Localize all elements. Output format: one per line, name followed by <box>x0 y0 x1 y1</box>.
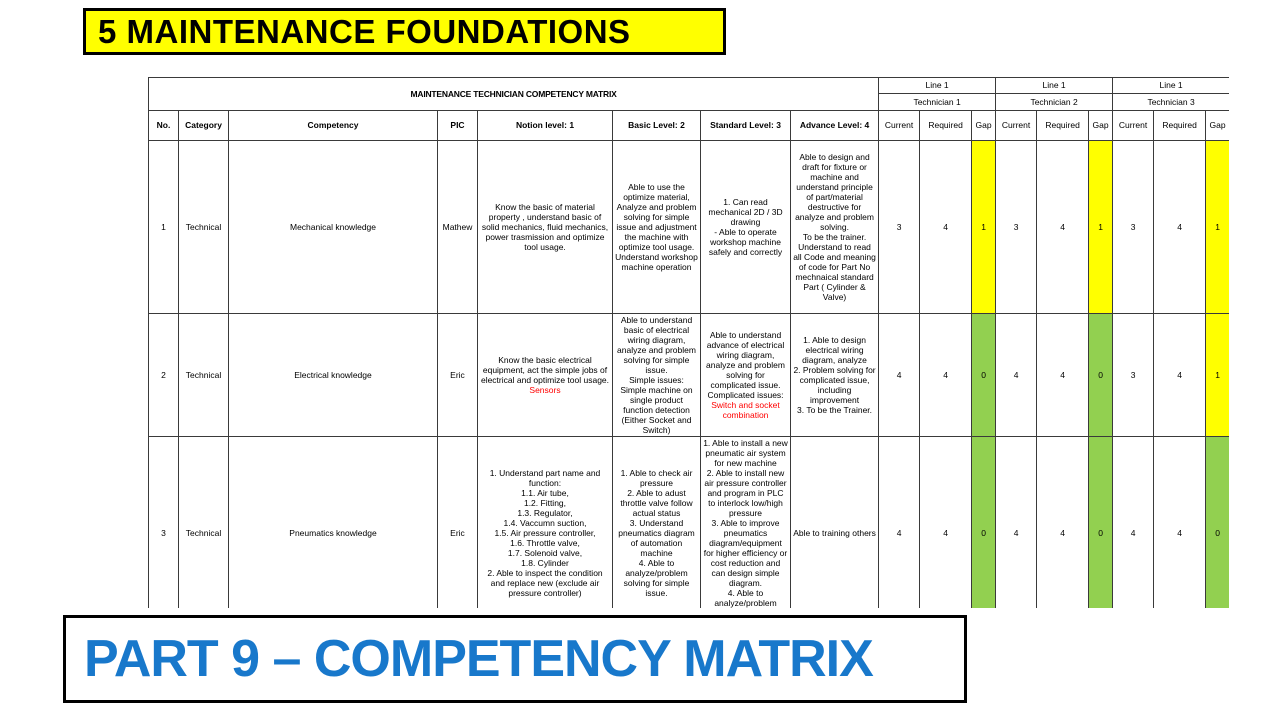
cell-pic: Mathew <box>437 140 478 314</box>
cell-standard-level: Able to understand advance of electrical… <box>700 312 791 438</box>
t2-required: 4 <box>1036 436 1090 608</box>
cell-notion-level: Know the basic of material property , un… <box>477 140 613 314</box>
col-header-current-3: Current <box>1112 110 1155 141</box>
top-banner: 5 MAINTENANCE FOUNDATIONS <box>83 8 726 55</box>
t3-required: 4 <box>1153 312 1207 438</box>
part-title-banner: PART 9 – COMPETENCY MATRIX <box>63 615 967 703</box>
cell-basic-level: Able to use the optimize material, Analy… <box>612 140 701 314</box>
part-title-text: PART 9 – COMPETENCY MATRIX <box>84 630 874 688</box>
t3-required: 4 <box>1153 436 1207 608</box>
t1-gap: 1 <box>971 140 997 314</box>
column-header-row: No. Category Competency PIC Notion level… <box>148 110 1229 141</box>
cell-basic-level: 1. Able to check air pressure 2. Able to… <box>612 436 701 608</box>
matrix-table: MAINTENANCE TECHNICIAN COMPETENCY MATRIX… <box>148 77 1229 608</box>
t2-gap: 1 <box>1088 140 1114 314</box>
t3-gap: 1 <box>1205 140 1229 314</box>
cell-advance-level: Able to design and draft for fixture or … <box>789 140 880 314</box>
cell-no: 1 <box>148 140 179 314</box>
cell-basic-level: Able to understand basic of electrical w… <box>612 312 701 438</box>
t2-current: 4 <box>995 436 1038 608</box>
notion-text: Know the basic electrical equipment, act… <box>480 355 610 386</box>
technician-2-header: Technician 2 <box>995 93 1114 111</box>
cell-advance-level: Able to training others <box>789 436 880 608</box>
t1-gap: 0 <box>971 312 997 438</box>
t1-required: 4 <box>919 436 973 608</box>
competency-row-pneumatics: 3 Technical Pneumatics knowledge Eric 1.… <box>148 436 1229 608</box>
line-group-1: Line 1 <box>878 77 997 94</box>
t3-required: 4 <box>1153 140 1207 314</box>
col-header-gap-3: Gap <box>1205 110 1229 141</box>
t3-current: 3 <box>1112 312 1155 438</box>
t2-gap: 0 <box>1088 312 1114 438</box>
cell-notion-level: 1. Understand part name and function: 1.… <box>477 436 613 608</box>
t1-required: 4 <box>919 312 973 438</box>
t3-gap: 1 <box>1205 312 1229 438</box>
competency-row-electrical: 2 Technical Electrical knowledge Eric Kn… <box>148 312 1229 438</box>
col-header-notion-level: Notion level: 1 <box>477 110 613 141</box>
cell-category: Technical <box>178 140 229 314</box>
line-header-row: MAINTENANCE TECHNICIAN COMPETENCY MATRIX… <box>148 77 1229 111</box>
col-header-gap-1: Gap <box>971 110 997 141</box>
cell-pic: Eric <box>437 312 478 438</box>
standard-text: 1. Able to install a new pneumatic air s… <box>703 438 788 608</box>
t1-current: 3 <box>878 140 921 314</box>
cell-advance-level: 1. Able to design electrical wiring diag… <box>789 312 880 438</box>
competency-matrix: MAINTENANCE TECHNICIAN COMPETENCY MATRIX… <box>148 77 1229 608</box>
t1-current: 4 <box>878 436 921 608</box>
technician-3-header: Technician 3 <box>1112 93 1229 111</box>
col-header-gap-2: Gap <box>1088 110 1114 141</box>
technician-header-row: Technician 1 Technician 2 Technician 3 <box>149 93 1229 111</box>
t2-gap: 0 <box>1088 436 1114 608</box>
col-header-required-1: Required <box>919 110 973 141</box>
technician-1-header: Technician 1 <box>878 93 997 111</box>
cell-category: Technical <box>178 312 229 438</box>
cell-category: Technical <box>178 436 229 608</box>
standard-text: Able to understand advance of electrical… <box>706 330 785 401</box>
col-header-pic: PIC <box>437 110 478 141</box>
t3-current: 3 <box>1112 140 1155 314</box>
col-header-competency: Competency <box>228 110 438 141</box>
t2-current: 4 <box>995 312 1038 438</box>
t1-gap: 0 <box>971 436 997 608</box>
top-banner-text: 5 MAINTENANCE FOUNDATIONS <box>98 12 631 50</box>
col-header-current-1: Current <box>878 110 921 141</box>
cell-standard-level: 1. Can read mechanical 2D / 3D drawing -… <box>700 140 791 314</box>
t2-required: 4 <box>1036 312 1090 438</box>
t3-gap: 0 <box>1205 436 1229 608</box>
standard-text: 1. Can read mechanical 2D / 3D drawing -… <box>708 196 783 258</box>
line-group-2: Line 1 <box>995 77 1114 94</box>
cell-notion-level: Know the basic electrical equipment, act… <box>477 312 613 438</box>
col-header-required-3: Required <box>1153 110 1207 141</box>
cell-standard-level: 1. Able to install a new pneumatic air s… <box>700 436 791 608</box>
col-header-standard-level: Standard Level: 3 <box>700 110 791 141</box>
cell-pic: Eric <box>437 436 478 608</box>
col-header-required-2: Required <box>1036 110 1090 141</box>
competency-row-mechanical: 1 Technical Mechanical knowledge Mathew … <box>148 140 1229 314</box>
notion-red-text: Sensors <box>529 385 561 396</box>
col-header-basic-level: Basic Level: 2 <box>612 110 701 141</box>
line-group-3: Line 1 <box>1112 77 1229 94</box>
notion-text: Know the basic of material property , un… <box>481 201 609 253</box>
col-header-category: Category <box>178 110 229 141</box>
cell-no: 3 <box>148 436 179 608</box>
t1-required: 4 <box>919 140 973 314</box>
t1-current: 4 <box>878 312 921 438</box>
standard-red-text: Switch and socket combination <box>711 400 780 421</box>
cell-competency: Pneumatics knowledge <box>228 436 438 608</box>
col-header-no: No. <box>148 110 179 141</box>
notion-text: 1. Understand part name and function: 1.… <box>487 468 603 599</box>
t2-required: 4 <box>1036 140 1090 314</box>
t3-current: 4 <box>1112 436 1155 608</box>
t2-current: 3 <box>995 140 1038 314</box>
matrix-title: MAINTENANCE TECHNICIAN COMPETENCY MATRIX <box>148 77 880 111</box>
cell-no: 2 <box>148 312 179 438</box>
col-header-advance-level: Advance Level: 4 <box>789 110 880 141</box>
cell-competency: Electrical knowledge <box>228 312 438 438</box>
col-header-current-2: Current <box>995 110 1038 141</box>
cell-competency: Mechanical knowledge <box>228 140 438 314</box>
